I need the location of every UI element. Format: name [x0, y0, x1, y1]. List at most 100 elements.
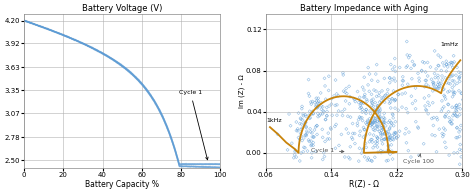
Point [392, 131, 400, 134]
Point [335, 109, 342, 113]
Point [383, 137, 390, 140]
Point [321, 140, 329, 143]
Point [355, 160, 363, 163]
Point [358, 111, 366, 114]
Point [445, 77, 453, 80]
Point [435, 64, 443, 67]
Point [372, 125, 379, 129]
Point [409, 60, 416, 63]
Point [307, 140, 315, 143]
Point [372, 101, 379, 104]
Point [325, 105, 333, 108]
Point [314, 102, 321, 105]
Point [342, 99, 349, 102]
Point [372, 90, 380, 93]
Point [383, 131, 390, 134]
Point [394, 109, 402, 112]
Point [375, 91, 383, 94]
Point [291, 150, 299, 153]
Point [420, 142, 428, 145]
Point [372, 109, 380, 112]
Point [309, 135, 316, 138]
Point [424, 101, 432, 104]
Point [390, 124, 398, 127]
Title: Battery Impedance with Aging: Battery Impedance with Aging [300, 4, 428, 13]
Point [430, 84, 438, 87]
Point [312, 104, 320, 107]
Point [328, 114, 336, 117]
Point [382, 137, 389, 141]
Point [354, 90, 361, 93]
Point [414, 72, 422, 75]
Point [446, 116, 453, 119]
Point [384, 145, 392, 148]
Point [448, 86, 456, 89]
Point [355, 118, 362, 121]
Point [393, 137, 401, 140]
Point [452, 136, 460, 139]
Point [415, 77, 423, 80]
Point [383, 150, 391, 153]
Point [367, 112, 374, 115]
Point [461, 130, 469, 133]
Point [302, 126, 310, 129]
Point [456, 113, 464, 116]
Point [443, 60, 450, 63]
Point [429, 89, 437, 92]
Point [386, 128, 393, 131]
Point [298, 123, 306, 126]
Point [339, 114, 346, 117]
Point [371, 111, 379, 114]
Point [295, 136, 302, 139]
Point [381, 117, 389, 120]
Point [456, 128, 464, 131]
Point [390, 138, 397, 141]
Text: Cycle 1: Cycle 1 [311, 148, 344, 153]
Point [298, 105, 306, 108]
Point [440, 87, 447, 91]
Point [377, 115, 384, 118]
Point [439, 135, 447, 138]
Point [405, 131, 413, 134]
Point [338, 110, 346, 113]
Point [372, 140, 380, 143]
Point [443, 63, 450, 66]
Point [292, 149, 299, 152]
Point [302, 121, 310, 124]
Point [365, 156, 372, 159]
Point [309, 110, 316, 113]
Point [386, 153, 394, 156]
Point [374, 111, 382, 114]
Point [404, 83, 411, 86]
Point [376, 109, 384, 112]
Point [309, 144, 317, 147]
Point [393, 136, 401, 139]
Text: Cycle 100: Cycle 100 [403, 154, 434, 164]
Point [429, 101, 437, 104]
Point [370, 108, 378, 112]
Point [348, 136, 356, 139]
Point [360, 96, 367, 99]
Point [370, 105, 377, 108]
Point [453, 104, 460, 107]
Point [384, 121, 392, 124]
Point [391, 132, 398, 135]
Point [433, 150, 440, 153]
Point [465, 112, 472, 115]
Point [306, 95, 313, 98]
Point [376, 110, 383, 113]
Point [394, 93, 402, 96]
Point [374, 128, 382, 131]
Point [373, 125, 381, 128]
Point [365, 158, 373, 161]
Point [325, 75, 333, 78]
Point [297, 134, 305, 137]
Point [388, 143, 395, 146]
Point [430, 116, 438, 119]
Point [449, 95, 456, 98]
Point [402, 141, 410, 144]
Point [305, 78, 312, 81]
Point [425, 85, 432, 88]
Point [319, 158, 327, 161]
Point [309, 100, 316, 103]
